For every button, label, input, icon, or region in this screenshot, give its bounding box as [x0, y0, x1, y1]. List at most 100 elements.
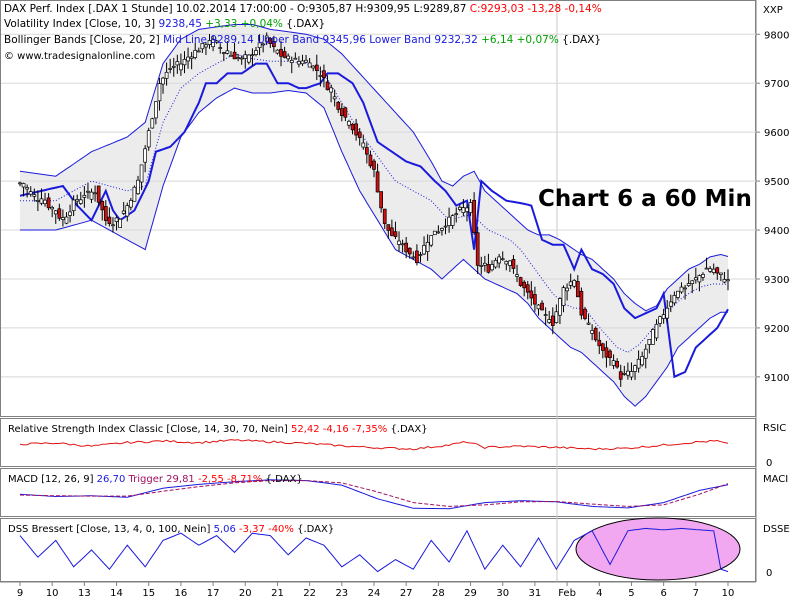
x-tick-label: 22	[303, 588, 316, 599]
candle-body	[86, 190, 90, 193]
candle-body	[647, 339, 652, 345]
candle-body	[154, 101, 158, 119]
candle-body	[68, 211, 72, 216]
candle-body	[171, 65, 176, 68]
candle-body	[186, 56, 190, 62]
candle-body	[636, 358, 641, 369]
candle-body	[75, 199, 80, 202]
candle-body	[132, 186, 137, 202]
dss-line	[19, 527, 729, 573]
candle-body	[311, 65, 316, 69]
x-tick-label: 6	[660, 588, 666, 599]
candle-body	[357, 131, 362, 138]
candle-body	[550, 315, 555, 326]
candle-body	[128, 200, 133, 208]
indicator-lines-layer	[19, 24, 729, 407]
candle-body	[407, 247, 412, 255]
candle-body	[522, 281, 527, 289]
candle-body	[615, 361, 620, 368]
candle-body	[461, 207, 466, 213]
candle-body	[361, 142, 366, 148]
candle-body	[547, 319, 552, 323]
candles-layer	[18, 32, 730, 387]
candle-body	[583, 308, 587, 320]
x-tick-label: 24	[368, 588, 381, 599]
candle-body	[96, 185, 101, 203]
candle-body	[161, 77, 165, 85]
candle-body	[554, 311, 559, 323]
x-tick-label: 14	[110, 588, 123, 599]
price-tick-label: 9400	[764, 226, 789, 237]
candle-body	[718, 272, 723, 275]
header-line-2: Volatility Index [Close, 10, 3] 9238,45 …	[4, 18, 325, 30]
candle-body	[726, 279, 730, 282]
x-tick-label: 30	[496, 588, 509, 599]
candle-body	[450, 215, 455, 226]
candle-body	[608, 350, 612, 359]
volatility-index-line	[19, 62, 729, 379]
candle-body	[336, 101, 341, 110]
candle-body	[36, 200, 40, 202]
x-tick-label: 29	[464, 588, 477, 599]
candle-body	[39, 198, 44, 204]
rsi-zero-label: 0	[766, 458, 772, 469]
x-tick-label: 31	[529, 588, 542, 599]
candle-body	[229, 54, 233, 57]
candle-body	[465, 207, 469, 212]
candle-body	[422, 245, 426, 255]
candle-body	[93, 192, 97, 195]
candle-body	[25, 187, 30, 190]
candle-body	[436, 231, 441, 234]
candle-body	[575, 281, 580, 298]
candle-body	[168, 68, 173, 70]
candle-body	[515, 274, 519, 277]
x-tick-label: Feb	[558, 588, 576, 599]
candle-body	[46, 197, 51, 209]
candle-body	[572, 280, 577, 287]
candle-body	[207, 40, 212, 45]
candle-body	[293, 57, 298, 60]
candle-body	[279, 48, 283, 57]
bollinger-band-fill	[20, 24, 728, 407]
x-tick-label: 28	[432, 588, 445, 599]
macd-axis-label: MACI	[763, 474, 788, 485]
candle-body	[196, 50, 201, 53]
candle-body	[18, 182, 22, 185]
candle-body	[246, 54, 251, 63]
x-tick-label: 10	[722, 588, 735, 599]
macd-header: MACD [12, 26, 9] 26,70 Trigger 29,81 -2,…	[8, 474, 303, 485]
candle-body	[214, 40, 219, 43]
candle-body	[121, 210, 126, 214]
candle-body	[239, 57, 244, 60]
candle-body	[350, 123, 355, 131]
x-tick-label: 21	[271, 588, 284, 599]
candle-body	[468, 202, 473, 213]
x-tick-label: 15	[142, 588, 155, 599]
candle-body	[204, 44, 208, 48]
candle-body	[243, 54, 248, 59]
candle-body	[540, 302, 544, 311]
candle-body	[479, 265, 484, 267]
candle-body	[508, 260, 512, 266]
candle-body	[447, 216, 451, 226]
candle-body	[21, 183, 26, 188]
price-tick-label: 9600	[764, 128, 789, 139]
candle-body	[236, 57, 240, 60]
candle-body	[254, 50, 258, 55]
x-tick-label: 27	[400, 588, 413, 599]
candle-body	[268, 38, 273, 45]
rsi-header: Relative Strength Index Classic [Close, …	[8, 424, 428, 435]
candle-body	[640, 356, 645, 366]
x-tick-label: 16	[175, 588, 188, 599]
candle-body	[708, 268, 712, 272]
dss-zero-label: 0	[766, 568, 772, 579]
candle-body	[593, 327, 598, 341]
x-tick-label: 10	[46, 588, 59, 599]
bollinger-band-layer	[20, 24, 728, 407]
candle-body	[697, 275, 702, 283]
candle-body	[53, 210, 58, 215]
candle-body	[597, 339, 602, 347]
candle-body	[57, 208, 62, 219]
candle-body	[103, 206, 108, 221]
candle-body	[339, 108, 344, 116]
